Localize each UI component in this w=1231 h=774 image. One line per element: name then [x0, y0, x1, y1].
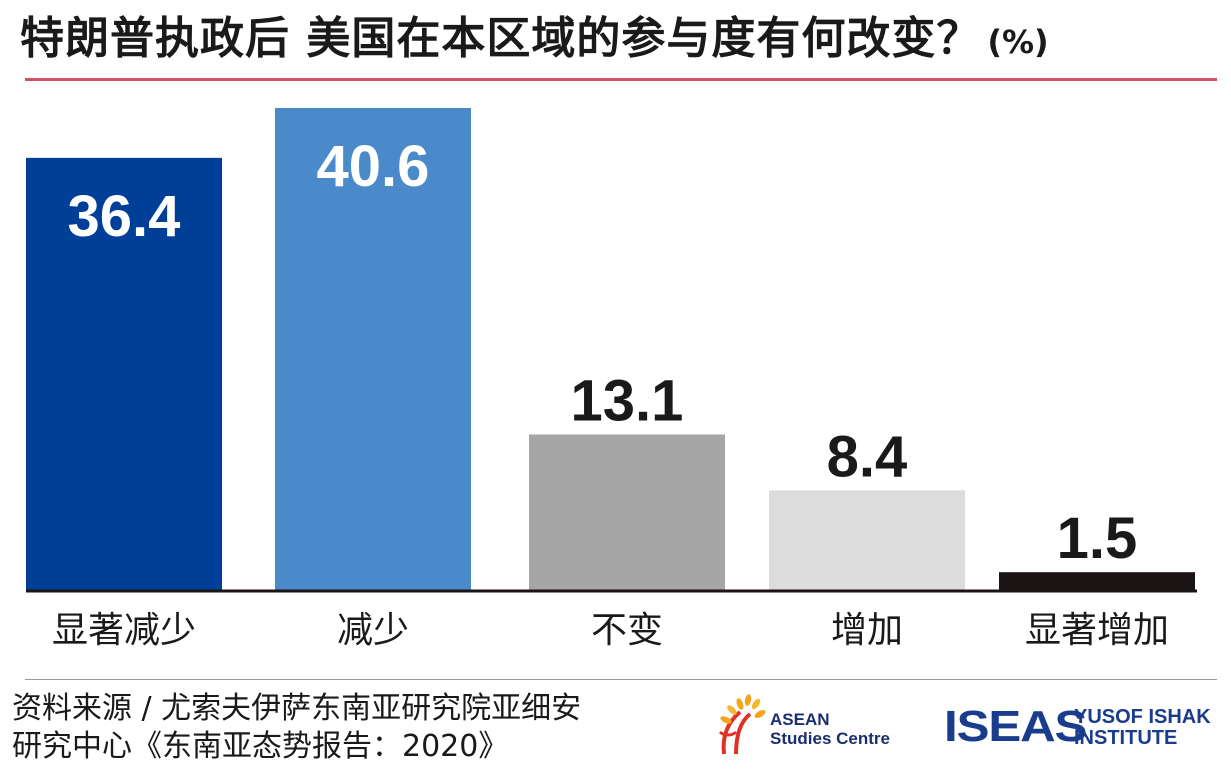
bar-value-label-1: 36.4	[68, 184, 181, 249]
iseas-logo: ISEAS YUSOF ISHAK INSTITUTE	[944, 702, 1219, 752]
asean-logo-text: ASEAN Studies Centre	[770, 710, 890, 748]
bar-3	[529, 434, 725, 590]
chart-title: 特朗普执政后 美国在本区域的参与度有何改变？	[20, 13, 982, 64]
bar-5	[999, 572, 1195, 590]
category-label-2: 减少	[337, 610, 409, 651]
bar-chart: 36.4 显著减少 40.6 减少 13.1 不变 8.4 增加 1.5 显著增加	[26, 108, 1197, 651]
title-divider	[25, 78, 1217, 81]
category-label-5: 显著增加	[1025, 610, 1169, 651]
footer-divider	[25, 679, 1217, 680]
iseas-logo-line-2: INSTITUTE	[1074, 727, 1178, 749]
asean-logo-line-1: ASEAN	[770, 710, 830, 729]
iseas-logo-word: ISEAS	[944, 702, 1087, 751]
source-line-2: 研究中心《东南亚态势报告：2020》	[12, 729, 509, 764]
chart-title-block: 特朗普执政后 美国在本区域的参与度有何改变？ (%)	[20, 10, 1220, 68]
rice-stalk-icon	[718, 694, 766, 755]
bar-value-label-4: 8.4	[827, 424, 908, 489]
category-label-4: 增加	[831, 610, 903, 651]
bar-value-label-3: 13.1	[571, 368, 684, 433]
asean-studies-centre-logo: ASEAN Studies Centre	[714, 692, 924, 762]
category-label-1: 显著减少	[52, 610, 196, 651]
iseas-logo-name: YUSOF ISHAK INSTITUTE	[1074, 707, 1211, 749]
source-note: 资料来源 / 尤索夫伊萨东南亚研究院亚细安 研究中心《东南亚态势报告：2020》	[12, 690, 672, 766]
category-label-3: 不变	[591, 610, 663, 651]
iseas-logo-line-1: YUSOF ISHAK	[1074, 706, 1211, 728]
asean-logo-line-2: Studies Centre	[770, 729, 890, 748]
bar-4	[769, 490, 965, 590]
bar-2	[275, 108, 471, 590]
chart-unit: (%)	[987, 23, 1049, 61]
source-line-1: 资料来源 / 尤索夫伊萨东南亚研究院亚细安	[12, 691, 582, 726]
bar-1	[26, 157, 222, 590]
bar-value-label-5: 1.5	[1057, 506, 1138, 571]
bar-value-label-2: 40.6	[317, 134, 430, 199]
